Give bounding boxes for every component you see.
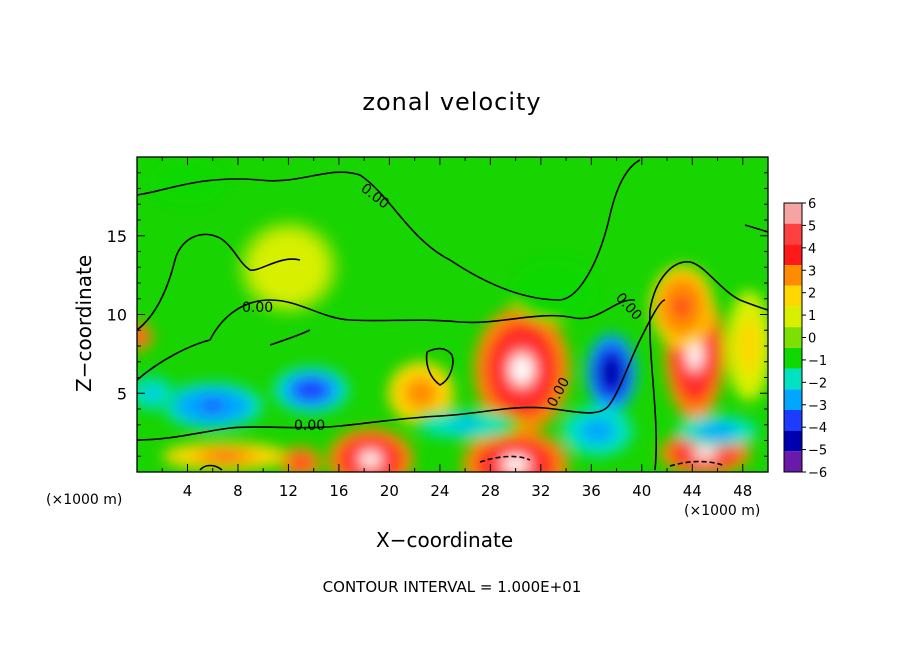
y-axis-ticks: 5 10 15 bbox=[107, 172, 768, 457]
x-unit-label-right: (×1000 m) bbox=[684, 503, 761, 519]
colorbar-label: −1 bbox=[808, 354, 827, 369]
colorbar-swatch bbox=[784, 389, 802, 410]
colorbar-label: 0 bbox=[808, 332, 816, 347]
colorbar-swatch bbox=[784, 451, 802, 472]
x-tick-label: 40 bbox=[632, 482, 651, 500]
contour-interval-note: CONTOUR INTERVAL = 1.000E+01 bbox=[322, 578, 582, 596]
y-axis-label: Z−coordinate bbox=[72, 254, 96, 392]
x-tick-label: 32 bbox=[531, 482, 550, 500]
zero-contours bbox=[137, 159, 768, 471]
field-blob bbox=[509, 353, 534, 386]
contour-line bbox=[269, 329, 311, 346]
field-blob bbox=[296, 458, 307, 467]
colorbar-swatch bbox=[784, 430, 802, 452]
contour-line bbox=[137, 299, 666, 441]
field-blob bbox=[200, 399, 226, 412]
colorbar-swatch bbox=[784, 409, 802, 431]
contour-line bbox=[199, 464, 223, 471]
colorbar-swatch bbox=[784, 223, 802, 245]
colorbar-swatch bbox=[784, 306, 802, 328]
contour-label: 0.00 bbox=[294, 418, 325, 434]
colorbar-label: −2 bbox=[808, 376, 827, 391]
field-blob bbox=[502, 455, 529, 472]
x-tick-label: 36 bbox=[582, 482, 601, 500]
contour-line bbox=[669, 460, 726, 467]
field-blob bbox=[707, 427, 728, 435]
field-blob bbox=[359, 451, 382, 468]
x-tick-label: 28 bbox=[481, 482, 500, 500]
colorbar-label: −4 bbox=[808, 421, 827, 436]
contour-line bbox=[137, 233, 301, 331]
x-tick-label: 20 bbox=[380, 482, 399, 500]
colorbar-label: 5 bbox=[808, 219, 816, 234]
colorbar-label: 3 bbox=[808, 264, 816, 279]
chart-title: zonal velocity bbox=[362, 88, 542, 116]
y-tick-label: 10 bbox=[107, 306, 127, 325]
field-blob bbox=[301, 384, 321, 397]
colorbar-swatch bbox=[784, 368, 802, 390]
field-blobs bbox=[137, 157, 768, 472]
y-tick-label: 5 bbox=[117, 384, 127, 403]
field-blob bbox=[275, 255, 302, 280]
x-tick-label: 16 bbox=[329, 482, 348, 500]
field-blob bbox=[743, 332, 755, 360]
colorbar-swatch bbox=[784, 327, 802, 348]
colorbar-label: 6 bbox=[808, 197, 816, 212]
y-tick-label: 15 bbox=[107, 227, 127, 246]
field-blob bbox=[145, 388, 159, 398]
field-blob bbox=[412, 385, 430, 402]
colorbar-label: 2 bbox=[808, 287, 816, 302]
contour-line bbox=[425, 347, 454, 386]
x-unit-label-left: (×1000 m) bbox=[46, 492, 123, 508]
field-blob bbox=[693, 447, 717, 459]
contour-line bbox=[137, 299, 636, 381]
field-blob bbox=[588, 424, 607, 438]
colorbar-swatch bbox=[784, 203, 802, 224]
colorbar-label: 4 bbox=[808, 242, 816, 257]
colorbar-label: −3 bbox=[808, 399, 827, 414]
colorbar-swatch bbox=[784, 347, 802, 369]
colorbar: 6 5 4 3 2 1 0 −1 −2 −3 −4 −5 −6 bbox=[783, 197, 827, 481]
colorbar-swatch bbox=[784, 285, 802, 307]
field-blob bbox=[450, 420, 480, 429]
colorbar-label: 1 bbox=[808, 309, 816, 324]
field-blob bbox=[674, 296, 691, 317]
contour-line bbox=[648, 261, 768, 471]
x-axis-ticks: 4 8 12 16 20 24 28 32 36 40 44 48 bbox=[161, 157, 752, 500]
x-tick-label: 12 bbox=[279, 482, 298, 500]
x-tick-label: 48 bbox=[733, 482, 752, 500]
colorbar-swatch bbox=[784, 244, 802, 266]
x-axis-label: X−coordinate bbox=[376, 528, 514, 552]
field-blob bbox=[605, 362, 618, 383]
x-tick-label: 4 bbox=[183, 482, 193, 500]
colorbar-label: −5 bbox=[808, 444, 827, 459]
x-tick-label: 8 bbox=[233, 482, 243, 500]
velocity-field: 0.00 0.00 0.00 0.00 0.00 bbox=[137, 157, 768, 472]
field-blob bbox=[209, 452, 242, 460]
x-tick-label: 24 bbox=[430, 482, 449, 500]
contour-label: 0.00 bbox=[242, 300, 273, 316]
field-blob bbox=[137, 333, 143, 341]
colorbar-label: −6 bbox=[808, 466, 827, 481]
contour-line bbox=[137, 159, 641, 301]
field-blob bbox=[542, 283, 565, 299]
colorbar-swatch bbox=[784, 265, 802, 286]
x-tick-label: 44 bbox=[683, 482, 702, 500]
